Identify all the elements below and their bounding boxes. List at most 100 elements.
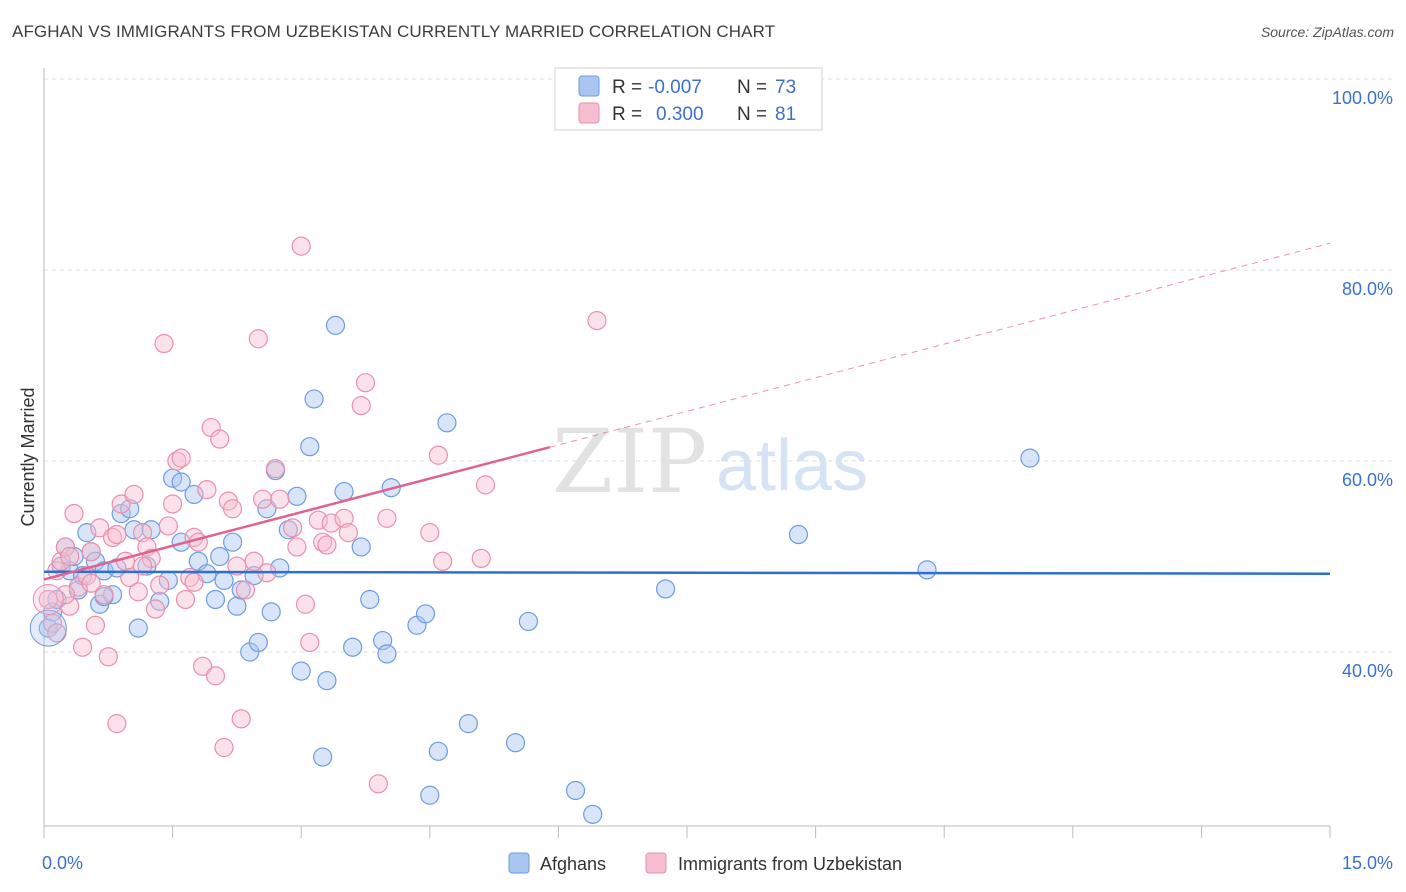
- point-uzbekistan: [124, 484, 144, 505]
- point-uzbekistan: [193, 656, 213, 676]
- point-afghans: [210, 546, 230, 567]
- point-afghans: [214, 570, 234, 590]
- point-uzbekistan: [98, 647, 118, 667]
- point-uzbekistan: [270, 489, 290, 509]
- point-uzbekistan: [94, 585, 114, 605]
- point-afghans: [291, 661, 311, 681]
- point-uzbekistan: [145, 599, 166, 619]
- bottom-legend-label-afghans: Afghans: [540, 854, 606, 874]
- bottom-legend: Afghans Immigrants from Uzbekistan: [508, 852, 902, 874]
- point-uzbekistan: [253, 489, 273, 509]
- point-uzbekistan: [197, 480, 217, 500]
- point-uzbekistan: [72, 637, 93, 657]
- point-uzbekistan: [163, 494, 183, 514]
- legend-n-label: N =: [737, 77, 767, 98]
- point-uzbekistan: [60, 546, 80, 567]
- point-uzbekistan: [132, 523, 153, 543]
- point-afghans: [248, 632, 268, 653]
- trend-lines: [43, 242, 1331, 581]
- point-afghans: [917, 560, 937, 580]
- y-tick-label: 100.0%: [1332, 88, 1393, 108]
- point-uzbekistan: [60, 596, 80, 616]
- point-uzbekistan: [132, 556, 153, 576]
- point-afghans: [334, 481, 354, 502]
- point-uzbekistan: [115, 551, 136, 571]
- point-uzbekistan: [428, 445, 448, 465]
- point-uzbekistan: [111, 494, 131, 514]
- point-afghans: [518, 611, 538, 632]
- point-uzbekistan: [90, 518, 110, 538]
- point-afghans: [505, 733, 526, 753]
- point-uzbekistan: [248, 329, 268, 349]
- point-afghans: [42, 602, 63, 622]
- point-uzbekistan: [214, 737, 234, 758]
- point-afghans: [223, 532, 243, 552]
- point-afghans: [343, 637, 363, 657]
- point-uzbekistan: [210, 429, 230, 449]
- x-tick-label: 0.0%: [42, 853, 83, 873]
- point-uzbekistan: [235, 580, 256, 600]
- point-uzbekistan: [338, 523, 358, 543]
- point-afghans: [317, 671, 337, 691]
- point-afghans: [205, 589, 226, 610]
- legend-n-value: 73: [775, 77, 796, 98]
- x-tick-labels: 0.0% 15.0%: [42, 853, 1393, 873]
- point-uzbekistan: [81, 573, 101, 593]
- chart-title: AFGHAN VS IMMIGRANTS FROM UZBEKISTAN CUR…: [12, 22, 776, 41]
- y-tick-label: 80.0%: [1342, 279, 1393, 299]
- legend-r-value: -0.007: [648, 77, 702, 98]
- legend-r-value: 0.300: [656, 104, 704, 125]
- point-afghans: [257, 499, 277, 519]
- legend-swatch-uzbekistan: [578, 102, 600, 124]
- point-afghans: [788, 524, 809, 545]
- point-afghans: [128, 618, 148, 638]
- watermark: ZIP atlas: [552, 410, 868, 513]
- point-afghans: [1020, 448, 1040, 468]
- point-uzbekistan: [471, 548, 491, 569]
- point-uzbekistan: [295, 594, 316, 614]
- axes: [43, 68, 1331, 838]
- point-uzbekistan: [171, 448, 191, 468]
- y-tick-labels: 40.0% 60.0% 80.0% 100.0%: [1332, 88, 1393, 681]
- legend-swatch-afghans: [578, 75, 600, 97]
- point-afghans: [415, 604, 436, 624]
- x-tick-label: 15.0%: [1342, 853, 1393, 873]
- point-uzbekistan: [64, 503, 84, 524]
- point-uzbekistan: [227, 556, 247, 576]
- trend-line-uzbekistan-dashed: [549, 242, 1331, 448]
- point-uzbekistan-cluster: [32, 583, 64, 615]
- point-afghans: [313, 747, 333, 767]
- point-afghans: [77, 523, 97, 543]
- point-uzbekistan: [128, 582, 148, 602]
- point-uzbekistan: [368, 774, 388, 794]
- point-afghans: [184, 484, 204, 505]
- point-uzbekistan: [188, 532, 208, 552]
- y-tick-label: 60.0%: [1342, 470, 1393, 490]
- point-uzbekistan: [420, 523, 440, 543]
- point-uzbekistan: [317, 535, 337, 555]
- source-credit: Source: ZipAtlas.com: [1260, 24, 1394, 40]
- point-afghans: [360, 589, 380, 610]
- point-uzbekistan: [355, 373, 376, 393]
- point-uzbekistan: [265, 459, 286, 479]
- y-axis-title: Currently Married: [18, 387, 38, 526]
- bottom-legend-swatch-uzbekistan: [645, 852, 667, 874]
- point-uzbekistan: [158, 516, 178, 536]
- point-afghans: [227, 596, 247, 616]
- point-uzbekistan: [283, 518, 303, 538]
- point-afghans: [325, 315, 346, 335]
- point-afghans: [351, 537, 371, 557]
- point-uzbekistan: [175, 589, 196, 610]
- point-afghans: [420, 785, 440, 805]
- trend-line-uzbekistan: [43, 445, 551, 581]
- data-points: [29, 236, 1040, 824]
- point-uzbekistan: [107, 714, 127, 734]
- point-uzbekistan: [154, 333, 174, 354]
- legend-r-label: R =: [612, 104, 642, 125]
- point-afghans-cluster: [29, 609, 67, 647]
- point-uzbekistan: [587, 311, 607, 331]
- point-uzbekistan: [107, 524, 127, 545]
- point-uzbekistan: [377, 508, 397, 528]
- point-afghans: [261, 602, 281, 622]
